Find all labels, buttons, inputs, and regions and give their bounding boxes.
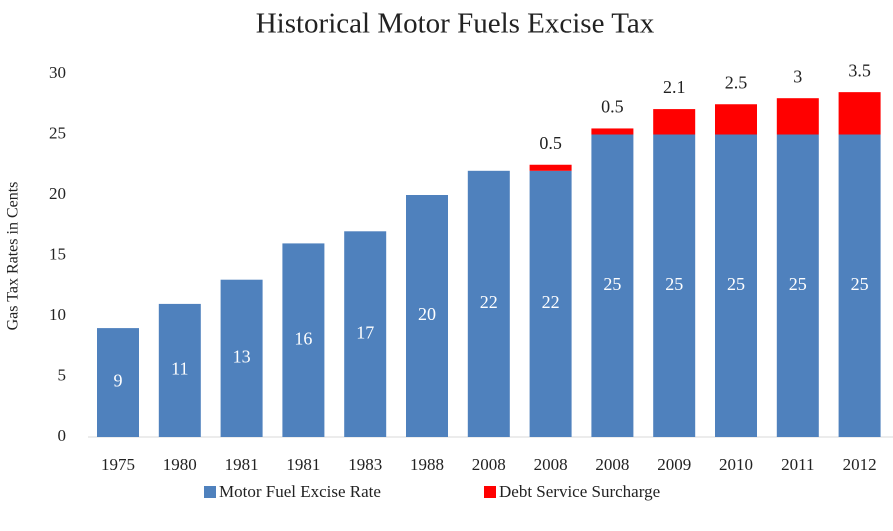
bar-segment xyxy=(467,170,510,438)
data-label: 3.5 xyxy=(848,60,871,80)
bar-segment xyxy=(776,134,819,437)
y-tick-label: 15 xyxy=(49,244,66,263)
x-tick-label: 2008 xyxy=(595,455,629,474)
bar-segment xyxy=(653,134,696,437)
bar-segment xyxy=(344,231,387,437)
x-tick-label: 2009 xyxy=(657,455,691,474)
y-tick-label: 30 xyxy=(49,63,66,82)
data-label: 11 xyxy=(171,359,188,379)
data-label: 22 xyxy=(480,292,498,312)
bar-segment xyxy=(838,92,881,135)
bar-segment xyxy=(529,170,572,438)
data-label: 22 xyxy=(542,292,560,312)
data-label: 2.1 xyxy=(663,77,686,97)
bar-segment xyxy=(282,243,325,437)
legend-label: Debt Service Surcharge xyxy=(499,482,660,501)
data-label: 25 xyxy=(851,274,869,294)
data-label: 3 xyxy=(793,66,802,86)
bar-segment xyxy=(97,328,139,437)
data-label: 13 xyxy=(233,346,251,366)
bar-segment xyxy=(591,134,634,437)
x-tick-label: 1980 xyxy=(163,455,197,474)
bar-segment xyxy=(591,128,634,135)
data-label: 25 xyxy=(603,274,621,294)
data-label: 25 xyxy=(665,274,683,294)
x-tick-label: 2010 xyxy=(719,455,753,474)
bar-segment xyxy=(406,195,448,437)
x-tick-label: 1983 xyxy=(348,455,382,474)
x-tick-label: 1975 xyxy=(101,455,135,474)
data-label: 25 xyxy=(789,274,807,294)
legend-swatch xyxy=(204,486,216,498)
y-tick-label: 5 xyxy=(58,365,67,384)
bar-segment xyxy=(529,164,572,171)
x-tick-label: 1981 xyxy=(225,455,259,474)
data-label: 16 xyxy=(294,328,312,348)
y-tick-label: 20 xyxy=(49,184,66,203)
data-label: 9 xyxy=(114,371,123,391)
data-label: 25 xyxy=(727,274,745,294)
chart-title: Historical Motor Fuels Excise Tax xyxy=(256,8,655,40)
data-label: 2.5 xyxy=(725,72,748,92)
bar-segment xyxy=(776,98,819,135)
bar-segment xyxy=(715,134,757,437)
x-tick-label: 2008 xyxy=(472,455,506,474)
x-tick-label: 1988 xyxy=(410,455,444,474)
x-tick-label: 2008 xyxy=(534,455,568,474)
y-tick-label: 10 xyxy=(49,305,66,324)
y-tick-label: 0 xyxy=(58,426,67,445)
data-label: 17 xyxy=(356,322,374,342)
legend-swatch xyxy=(484,486,496,498)
legend-label: Motor Fuel Excise Rate xyxy=(219,482,381,501)
bar-segment xyxy=(653,109,696,135)
x-tick-label: 2012 xyxy=(843,455,877,474)
bar-segment xyxy=(838,134,881,437)
y-tick-label: 25 xyxy=(49,123,66,142)
y-axis-label: Gas Tax Rates in Cents xyxy=(5,182,22,331)
bar-segment xyxy=(715,104,757,135)
bar-segment xyxy=(220,279,263,437)
x-tick-label: 2011 xyxy=(781,455,814,474)
data-label: 0.5 xyxy=(539,133,562,153)
bar-segment xyxy=(158,303,201,437)
data-label: 20 xyxy=(418,304,436,324)
x-tick-label: 1981 xyxy=(286,455,320,474)
data-label: 0.5 xyxy=(601,97,624,117)
